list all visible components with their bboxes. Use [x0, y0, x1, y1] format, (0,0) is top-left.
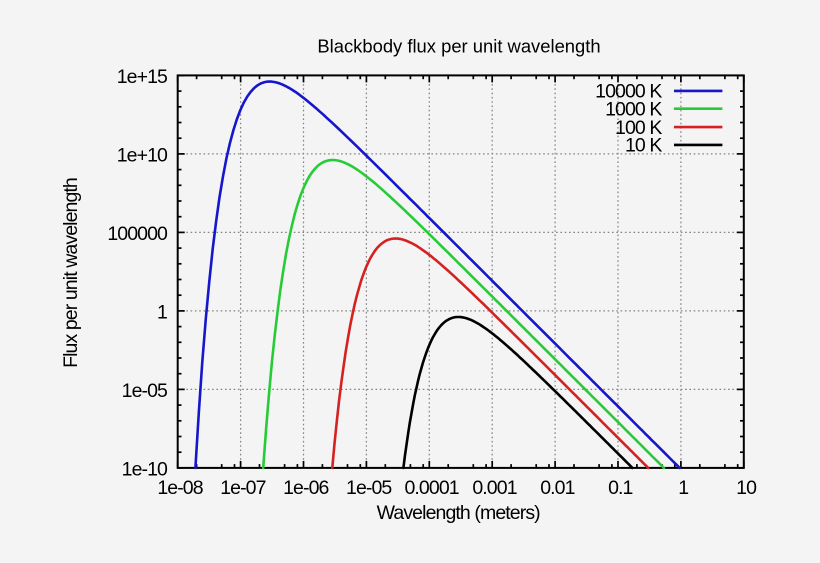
- svg-text:Flux per unit wavelength: Flux per unit wavelength: [60, 178, 82, 368]
- svg-text:1e-10: 1e-10: [122, 459, 168, 481]
- svg-text:100 K: 100 K: [615, 117, 662, 139]
- svg-text:1e-07: 1e-07: [220, 477, 265, 499]
- svg-text:10000 K: 10000 K: [595, 81, 662, 103]
- svg-text:10 K: 10 K: [625, 135, 662, 157]
- svg-text:0.0001: 0.0001: [404, 477, 458, 499]
- svg-text:Blackbody flux per unit wavele: Blackbody flux per unit wavelength: [317, 36, 600, 57]
- svg-text:10: 10: [736, 477, 757, 499]
- svg-text:1e-05: 1e-05: [346, 477, 392, 499]
- svg-text:1e-08: 1e-08: [157, 477, 202, 499]
- svg-text:Wavelength (meters): Wavelength (meters): [377, 502, 541, 524]
- svg-text:1e+15: 1e+15: [117, 66, 168, 88]
- svg-text:1: 1: [157, 302, 167, 324]
- svg-text:0.01: 0.01: [540, 477, 574, 499]
- svg-text:1: 1: [678, 477, 688, 499]
- svg-text:1e-06: 1e-06: [283, 477, 328, 499]
- svg-text:100000: 100000: [107, 223, 168, 245]
- svg-text:1e+10: 1e+10: [117, 145, 168, 167]
- svg-text:1e-05: 1e-05: [122, 380, 168, 402]
- svg-text:1000 K: 1000 K: [605, 98, 662, 120]
- svg-text:0.1: 0.1: [608, 477, 632, 499]
- svg-text:0.001: 0.001: [472, 477, 516, 499]
